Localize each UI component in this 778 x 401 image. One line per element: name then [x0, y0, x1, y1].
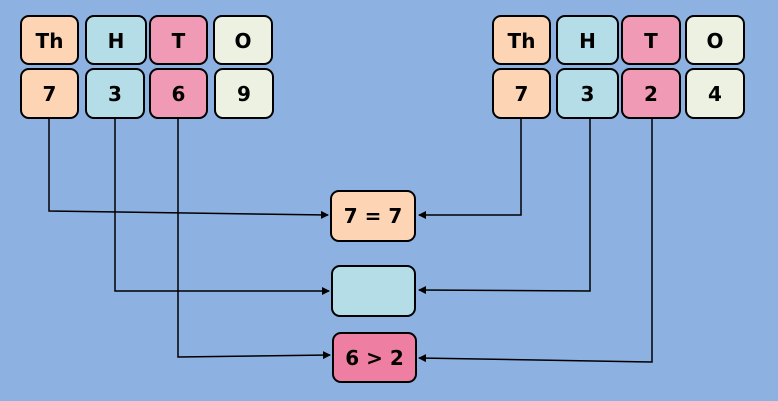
- left-digit-tens: [149, 68, 208, 119]
- arrow-left-thousands: [48, 118, 329, 219]
- comparison-thousands-box: [330, 190, 416, 242]
- right-header-o: O: [706, 29, 723, 53]
- arrow-right-hundreds: [418, 118, 591, 295]
- comparison-thousands: 7 = 7: [344, 204, 403, 228]
- arrow-left-hundreds: [114, 118, 330, 295]
- left-digit-thousands: [20, 68, 79, 119]
- comparison-tens-box: [332, 332, 417, 383]
- arrow-right-thousands: [418, 118, 522, 219]
- left-digit-t: 6: [172, 82, 186, 106]
- right-digit-th: 7: [515, 82, 529, 106]
- right-header-ones: [685, 15, 745, 65]
- right-digit-hundreds: [556, 68, 619, 119]
- left-header-th: Th: [36, 29, 64, 53]
- right-digit-thousands: [492, 68, 551, 119]
- left-header-ones: [213, 15, 273, 65]
- left-digit-hundreds: [85, 68, 145, 119]
- left-digit-h: 3: [108, 82, 122, 106]
- right-header-t: T: [644, 29, 658, 53]
- left-header-tens: [149, 15, 208, 65]
- left-header-o: O: [234, 29, 251, 53]
- comparison-hundreds-box: [331, 265, 416, 317]
- right-digit-h: 3: [581, 82, 595, 106]
- left-header-t: T: [172, 29, 186, 53]
- arrow-left-tens: [177, 118, 331, 360]
- right-header-thousands: [492, 15, 551, 65]
- left-digit-o: 9: [237, 82, 251, 106]
- right-digit-ones: [685, 68, 745, 119]
- left-header-hundreds: [85, 15, 147, 65]
- comparison-tens: 6 > 2: [345, 346, 404, 370]
- left-digit-th: 7: [43, 82, 57, 106]
- right-digit-tens: [621, 68, 681, 119]
- arrow-right-tens: [418, 118, 653, 363]
- right-digit-o: 4: [708, 82, 722, 106]
- right-digit-t: 2: [644, 82, 658, 106]
- right-header-tens: [621, 15, 681, 65]
- right-header-hundreds: [556, 15, 619, 65]
- left-header-thousands: [20, 15, 79, 65]
- left-digit-ones: [214, 68, 274, 119]
- right-header-th: Th: [508, 29, 536, 53]
- left-header-h: H: [108, 29, 125, 53]
- right-header-h: H: [579, 29, 596, 53]
